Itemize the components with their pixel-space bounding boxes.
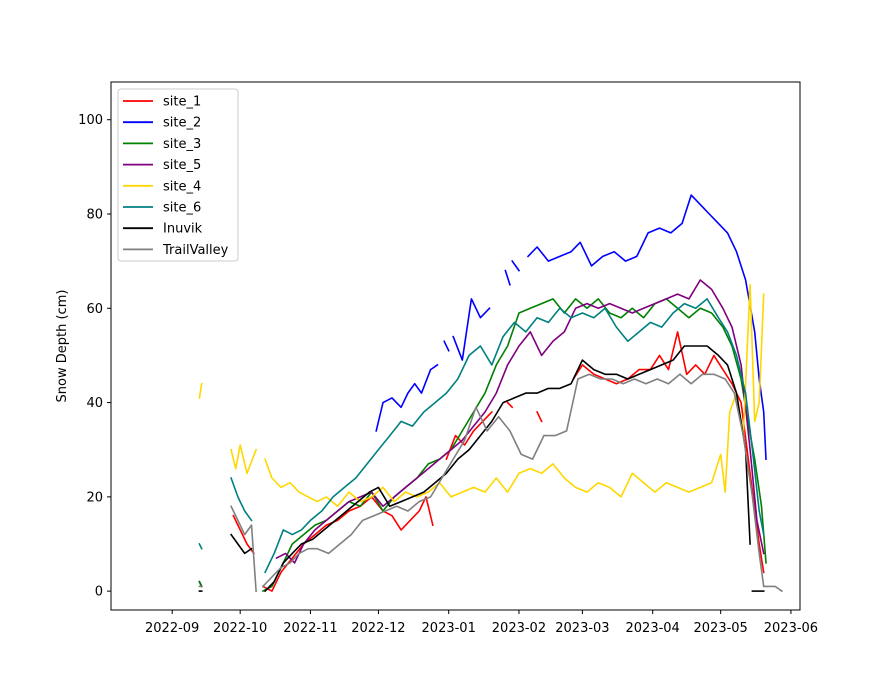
series-line-site_6-1 xyxy=(230,476,253,522)
legend-item-Inuvik: Inuvik xyxy=(123,222,203,237)
x-tick-label: 2022-09 xyxy=(145,621,199,636)
x-tick-label: 2023-02 xyxy=(492,621,546,636)
series-line-site_1-4 xyxy=(506,401,514,409)
series-line-site_1-3 xyxy=(445,410,493,461)
legend-label: site_6 xyxy=(163,201,201,216)
legend-item-site_3: site_3 xyxy=(123,137,201,152)
x-tick-label: 2022-10 xyxy=(213,621,267,636)
series-line-site_4-0 xyxy=(198,382,203,399)
x-tick-label: 2023-05 xyxy=(694,621,748,636)
x-tick-label: 2022-11 xyxy=(283,621,337,636)
series-line-site_5-0 xyxy=(275,279,765,564)
y-tick-label: 20 xyxy=(86,490,103,505)
series-site_5 xyxy=(275,279,765,564)
series-line-site_1-6 xyxy=(572,331,765,574)
series-line-site_6-0 xyxy=(198,542,203,550)
series-site_2 xyxy=(198,194,767,588)
series-line-site_4-2 xyxy=(264,283,765,508)
y-tick-label: 0 xyxy=(95,585,103,600)
series-line-TrailValley-2 xyxy=(261,373,784,593)
y-tick-label: 80 xyxy=(86,208,103,223)
x-tick-label: 2023-01 xyxy=(422,621,476,636)
legend-label: TrailValley xyxy=(162,243,229,258)
series-line-site_2-1 xyxy=(375,363,439,432)
legend-item-site_5: site_5 xyxy=(123,158,201,173)
series-layer xyxy=(198,194,784,593)
legend-item-site_1: site_1 xyxy=(123,95,201,110)
series-line-Inuvik-1 xyxy=(229,533,253,555)
x-tick-label: 2023-06 xyxy=(764,621,818,636)
series-line-site_2-6 xyxy=(526,194,767,460)
y-axis: 0 20 40 60 80 100 xyxy=(78,113,111,600)
series-TrailValley xyxy=(198,373,784,593)
series-line-site_2-5 xyxy=(511,259,521,272)
legend-label: site_1 xyxy=(163,95,201,110)
legend: site_1 site_2 site_3 site_5 site_4 site_6 Inuv… xyxy=(117,88,239,262)
x-axis: 2022-09 2022-10 2022-11 2022-12 2023-01 2023-… xyxy=(145,610,818,636)
y-tick-label: 60 xyxy=(86,302,103,317)
legend-label: site_3 xyxy=(163,137,201,152)
legend-label: site_5 xyxy=(163,158,201,173)
legend-label: site_4 xyxy=(163,179,201,194)
series-line-site_2-2 xyxy=(443,340,450,352)
series-line-TrailValley-1 xyxy=(230,505,257,592)
series-line-site_6-2 xyxy=(264,298,765,574)
y-axis-title: Snow Depth (cm) xyxy=(55,290,70,403)
legend-box xyxy=(117,88,239,262)
legend-item-site_2: site_2 xyxy=(123,116,201,131)
legend-label: Inuvik xyxy=(163,222,203,237)
series-line-site_1-5 xyxy=(536,410,543,423)
legend-item-site_4: site_4 xyxy=(123,179,201,194)
legend-item-site_6: site_6 xyxy=(123,201,201,216)
x-tick-label: 2023-03 xyxy=(555,621,609,636)
y-tick-label: 100 xyxy=(78,113,103,128)
series-line-site_2-4 xyxy=(504,269,511,286)
legend-item-TrailValley: TrailValley xyxy=(123,243,229,258)
series-line-site_1-2 xyxy=(261,496,434,592)
legend-label: site_2 xyxy=(163,116,201,131)
x-tick-label: 2022-12 xyxy=(351,621,405,636)
series-site_4 xyxy=(198,283,765,508)
series-line-Inuvik-2 xyxy=(263,345,751,593)
series-site_6 xyxy=(198,298,765,574)
plot-frame xyxy=(110,81,801,611)
series-line-site_4-1 xyxy=(230,444,258,475)
series-line-site_2-3 xyxy=(452,298,491,361)
series-Inuvik xyxy=(198,345,765,593)
x-tick-label: 2023-04 xyxy=(626,621,680,636)
y-tick-label: 40 xyxy=(86,396,103,411)
series-site_1 xyxy=(198,331,765,592)
